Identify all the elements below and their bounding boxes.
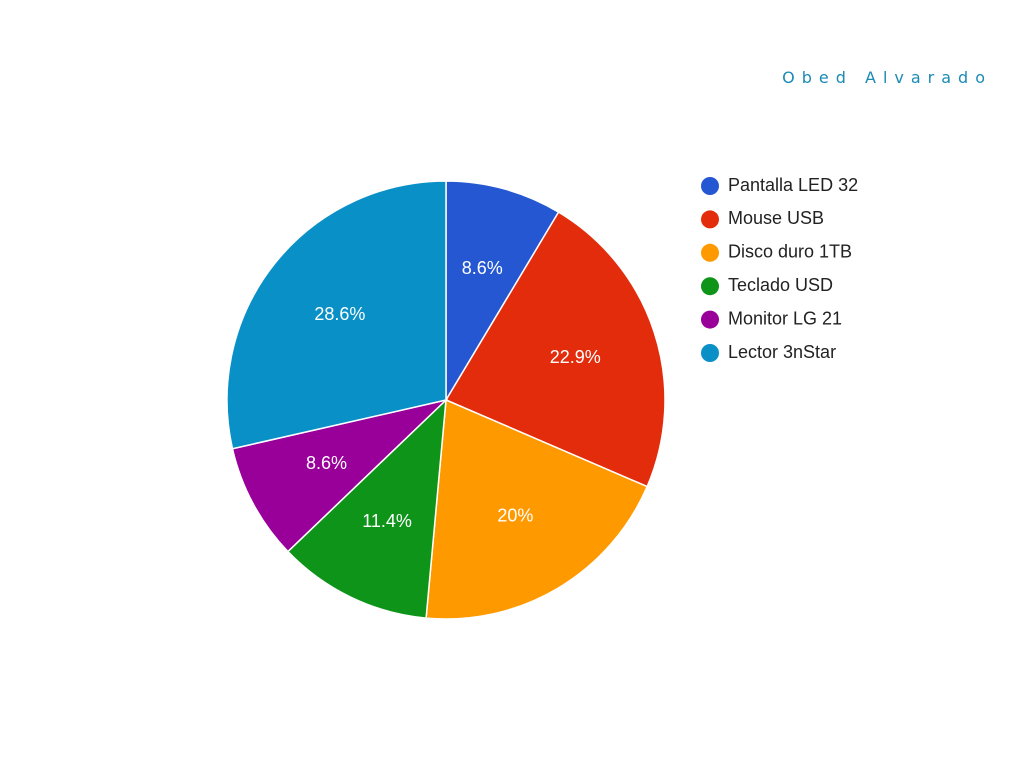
pie-slice-labels: 8.6% 22.9% 20% 11.4% 8.6% 28.6% <box>306 258 601 531</box>
legend-marker-disco-duro-1tb <box>701 243 719 262</box>
chart-legend: Pantalla LED 32 Mouse USB Disco duro 1TB Te… <box>701 175 858 362</box>
legend-label-pantalla-led-32: Pantalla LED 32 <box>728 175 858 195</box>
pie-slice-teclado-usd <box>286 398 447 619</box>
slice-label-pantalla-led-32: 8.6% <box>462 258 503 278</box>
pie-slices <box>226 180 666 620</box>
legend-label-disco-duro-1tb: Disco duro 1TB <box>728 242 852 262</box>
legend-marker-monitor-lg-21 <box>701 310 719 329</box>
legend-label-lector-3nstar: Lector 3nStar <box>728 342 836 362</box>
slice-label-disco-duro-1tb: 20% <box>497 505 533 525</box>
legend-marker-lector-3nstar <box>701 344 719 362</box>
legend-marker-mouse-usb <box>701 210 719 229</box>
slice-label-mouse-usb: 22.9% <box>550 347 601 367</box>
legend-marker-pantalla-led-32 <box>701 177 719 195</box>
pie-slice-mouse-usb <box>444 211 666 488</box>
pie-slice-pantalla-led-32 <box>445 180 560 403</box>
slice-label-teclado-usd: 11.4% <box>362 511 412 531</box>
pie-slice-disco-duro-1tb <box>425 398 649 620</box>
legend-label-mouse-usb: Mouse USB <box>728 208 824 228</box>
pie-slice-monitor-lg-21 <box>231 398 449 553</box>
pie-slice-lector-3nstar <box>226 180 447 450</box>
slice-label-lector-3nstar: 28.6% <box>314 304 365 324</box>
legend-label-teclado-usd: Teclado USD <box>728 275 833 295</box>
slice-label-monitor-lg-21: 8.6% <box>306 453 347 473</box>
legend-marker-teclado-usd <box>701 277 719 296</box>
author-name: Obed Alvarado <box>782 68 992 87</box>
legend-label-monitor-lg-21: Monitor LG 21 <box>728 308 842 328</box>
